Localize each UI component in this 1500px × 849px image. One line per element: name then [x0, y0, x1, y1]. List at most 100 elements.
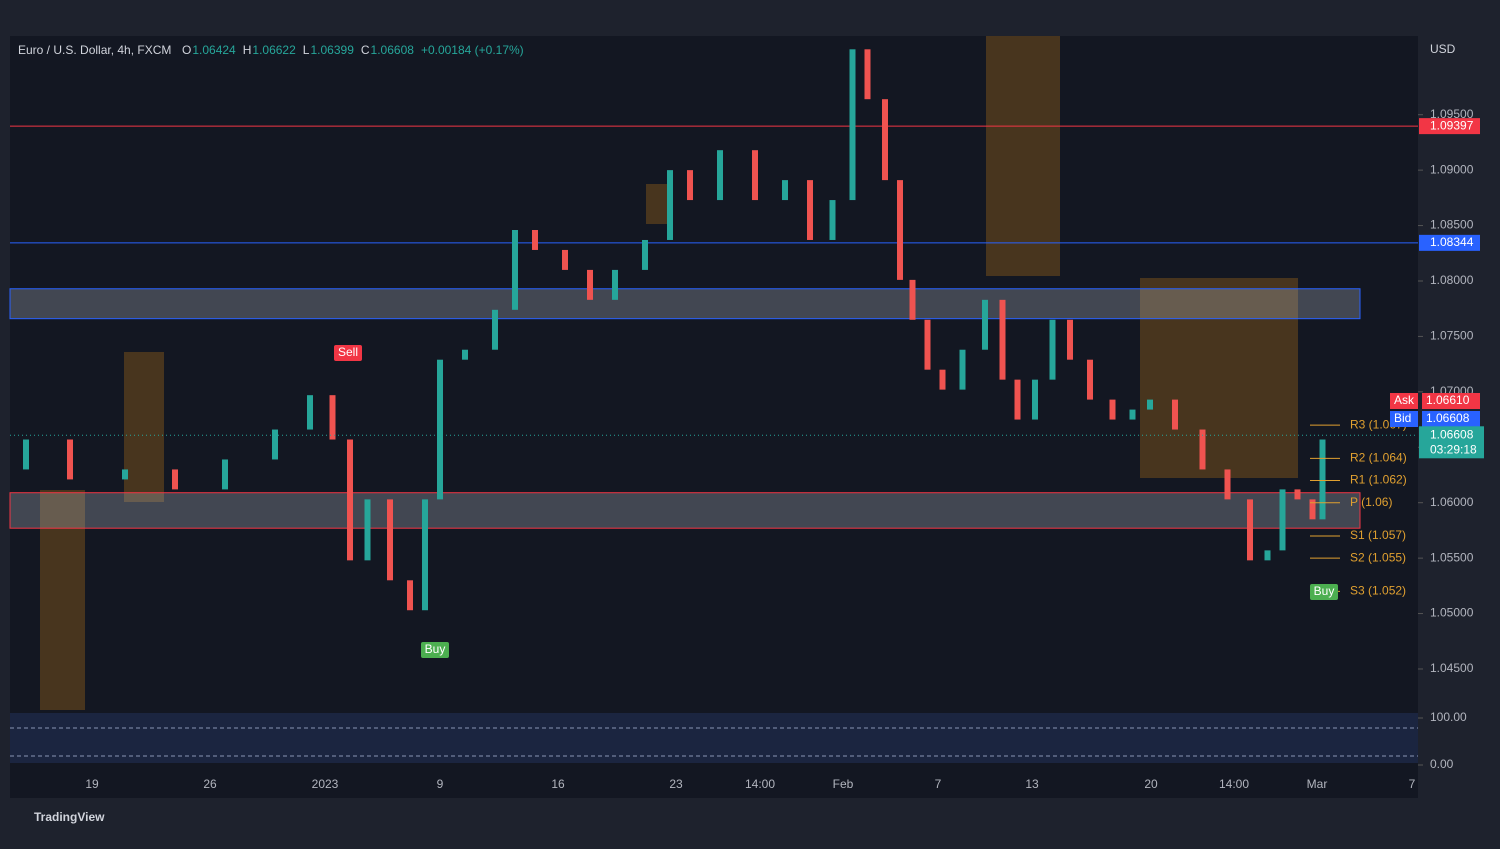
signal-text: Buy [425, 642, 446, 656]
candle [1129, 409, 1136, 420]
brand: TradingView [34, 810, 105, 824]
pivot-label: S2 (1.055) [1350, 550, 1406, 564]
currency: USD [1430, 42, 1456, 56]
candle [172, 469, 178, 490]
candle [1172, 399, 1178, 430]
price-label: 1.09500 [1430, 107, 1474, 121]
candle [1224, 469, 1231, 500]
time-label: 16 [551, 777, 565, 791]
price-tag-text: 1.08344 [1430, 235, 1474, 249]
candle [23, 439, 29, 470]
pivot-label: R1 (1.062) [1350, 473, 1407, 487]
candle [407, 580, 413, 611]
candle [612, 269, 618, 300]
candle [1247, 499, 1253, 561]
price-tag [1419, 118, 1480, 135]
time-label: 7 [935, 777, 942, 791]
pivot-label: R2 (1.064) [1350, 451, 1407, 465]
signal-text: Buy [1314, 584, 1335, 598]
osc-label: 100.00 [1430, 710, 1467, 724]
candle [717, 150, 723, 201]
candle [329, 395, 336, 440]
candle [849, 49, 856, 201]
last-price-tag [1419, 426, 1484, 459]
candle [667, 170, 673, 240]
signal-badge [1310, 584, 1338, 600]
candle [909, 279, 916, 320]
ohlc-l_label: L [303, 43, 310, 57]
ohlc-c_label: C [361, 43, 370, 57]
candle [807, 180, 813, 240]
ohlc-change: +0.00184 (+0.17%) [421, 43, 524, 57]
shading [40, 36, 1298, 710]
candle [1199, 429, 1206, 470]
quote-ask: 1.06610 [1426, 393, 1470, 407]
candle [272, 429, 278, 460]
ohlc-high: 1.06622 [252, 43, 296, 57]
candle [1319, 439, 1326, 520]
time-label: 9 [437, 777, 444, 791]
candle [982, 299, 988, 350]
candle [1309, 499, 1316, 520]
candle [587, 269, 593, 300]
signal-text: Sell [338, 345, 358, 359]
time-label: 14:00 [745, 777, 775, 791]
candle [1279, 489, 1286, 551]
signal-badge [421, 642, 449, 658]
candle [687, 170, 693, 201]
candle [752, 150, 758, 201]
candle [642, 239, 648, 270]
time-label: 14:00 [1219, 777, 1249, 791]
candle [924, 319, 931, 370]
candle [829, 200, 836, 240]
price-label: 1.09000 [1430, 162, 1474, 176]
pivot-label: S3 (1.052) [1350, 584, 1406, 598]
time-label: Mar [1307, 777, 1328, 791]
price-tag [1419, 234, 1480, 251]
price-label: 1.08500 [1430, 218, 1474, 232]
candle [897, 180, 903, 280]
candle [1067, 319, 1073, 360]
symbol: Euro / U.S. Dollar, 4h, FXCM [18, 43, 171, 57]
candle [122, 469, 128, 480]
quote-tag [1422, 393, 1480, 409]
candle [437, 359, 443, 500]
candle [222, 459, 228, 490]
price-label: 1.07500 [1430, 329, 1474, 343]
zone [9, 492, 1361, 529]
price-label: 1.05500 [1430, 550, 1474, 564]
time-label: 7 [1409, 777, 1416, 791]
ohlc-o_label: O [182, 43, 191, 57]
candle [1294, 489, 1301, 500]
zone [9, 288, 1361, 320]
candle [882, 99, 888, 181]
candle [387, 499, 393, 581]
price-label: 1.06000 [1430, 495, 1474, 509]
candle [562, 249, 568, 270]
time-label: 19 [85, 777, 99, 791]
signal-badge [334, 345, 362, 361]
candle [512, 229, 518, 310]
candle [939, 369, 946, 390]
time-label: 23 [669, 777, 683, 791]
price-label: 1.05000 [1430, 606, 1474, 620]
candle [532, 229, 538, 250]
time-label: Feb [833, 777, 854, 791]
last-price: 1.06608 [1430, 427, 1474, 441]
oscillator-pane [10, 713, 1418, 763]
candle [492, 309, 498, 350]
ohlc-close: 1.06608 [371, 43, 415, 57]
candle [347, 439, 353, 561]
time-label: 20 [1144, 777, 1158, 791]
candle [1264, 550, 1271, 561]
price-label: 1.04500 [1430, 661, 1474, 675]
candle [864, 49, 871, 100]
price-label: 1.08000 [1430, 273, 1474, 287]
candle [959, 349, 966, 390]
candle [1032, 379, 1038, 420]
price-tag-text: 1.09397 [1430, 118, 1474, 132]
ohlc-open: 1.06424 [192, 43, 236, 57]
candle [1087, 359, 1093, 400]
